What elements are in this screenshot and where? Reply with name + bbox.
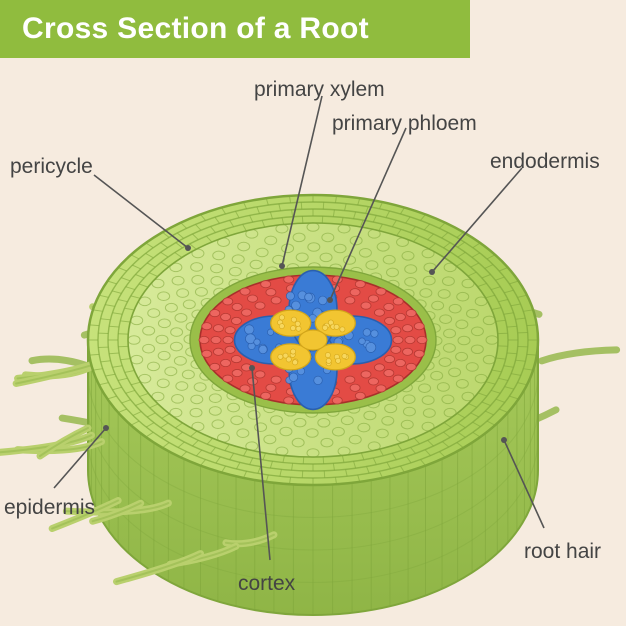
label-cortex: cortex [238,572,295,596]
title-text: Cross Section of a Root [22,12,369,46]
label-epidermis: epidermis [4,496,95,520]
label-primary-xylem: primary xylem [254,78,385,102]
diagram-root-cross-section: Cross Section of a Root pericycle primary… [0,0,626,626]
label-root-hair: root hair [524,540,601,564]
label-endodermis: endodermis [490,150,600,174]
title-bar: Cross Section of a Root [0,0,470,58]
label-pericycle: pericycle [10,155,93,179]
label-primary-phloem: primary phloem [332,112,477,136]
